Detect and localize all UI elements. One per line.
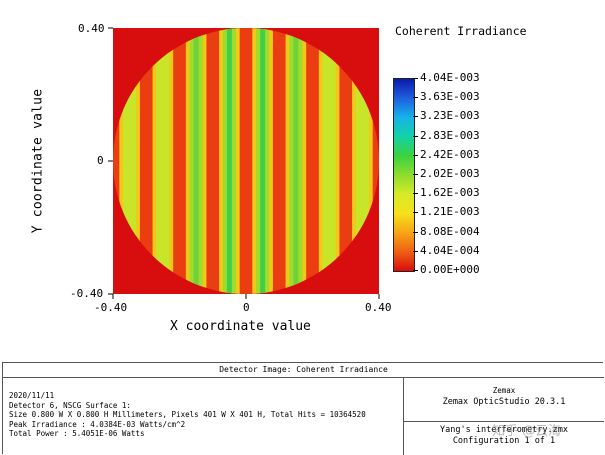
fringe-stripes [119, 28, 373, 294]
y-tick-label-center: 0 [97, 154, 104, 167]
x-tick-label-left: -0.40 [94, 301, 128, 314]
colorbar-tick-label: 0.00E+000 [420, 263, 480, 276]
fringe-band-peak [260, 28, 266, 294]
colorbar-tick-label: 1.62E-003 [420, 186, 480, 200]
y-tick-label-top: 0.40 [78, 22, 105, 35]
fringe-band-peak [193, 28, 199, 294]
fringe-band-peak [226, 28, 232, 294]
colorbar-tick-label: 8.08E-004 [420, 224, 480, 238]
colorbar-tick-label: 1.21E-003 [420, 205, 480, 219]
colorbar-tick [413, 231, 418, 233]
colorbar-tick-label: 3.23E-003 [420, 109, 480, 123]
fringe-band-core [322, 28, 336, 294]
colorbar-tick-label: 2.42E-003 [420, 147, 480, 161]
configuration-label: Configuration 1 of 1 [452, 436, 556, 446]
x-axis-title: X coordinate value [170, 319, 311, 334]
brand-cell: Zemax Zemax OpticStudio 20.3.1 [404, 377, 604, 422]
x-tick-label-right: 0.40 [365, 301, 392, 314]
colorbar-tick [413, 193, 418, 195]
detector-info-panel: Detector Image: Coherent Irradiance 2020… [2, 362, 604, 455]
colorbar [393, 78, 415, 272]
colorbar-tick [413, 250, 418, 252]
software-version: Zemax OpticStudio 20.3.1 [442, 397, 566, 407]
peak-irradiance: Peak Irradiance : 4.0384E-03 Watts/cm^2 [9, 419, 186, 429]
aperture-disk [113, 28, 379, 294]
colorbar-tick-label: 4.04E-003 [420, 71, 480, 84]
info-panel-title: Detector Image: Coherent Irradiance [3, 363, 604, 378]
colorbar-tick [413, 116, 418, 118]
y-tick-label-bottom: -0.40 [70, 287, 104, 300]
watermark: 知乎 @云海 [492, 424, 562, 439]
detector-plot: 0.40 0 -0.40 -0.40 0 0.40 Y coordinate v… [30, 22, 527, 335]
analysis-date: 2020/11/11 [9, 391, 55, 400]
colorbar-tick [413, 154, 418, 156]
fringe-band-peak [293, 28, 299, 294]
info-right-column: Zemax Zemax OpticStudio 20.3.1 Yang's in… [403, 377, 604, 455]
colorbar-tick-label: 3.63E-003 [420, 90, 480, 104]
colorbar-tick-label: 2.83E-003 [420, 128, 480, 142]
colorbar-tick [413, 212, 418, 214]
detector-size: Size 0.800 W X 0.800 H Millimeters, Pixe… [9, 410, 366, 419]
fringe-band-core [156, 28, 170, 294]
colorbar-tick [413, 270, 418, 271]
detector-details: 2020/11/11 Detector 6, NSCG Surface 1: S… [9, 391, 409, 439]
detector-source: Detector 6, NSCG Surface 1: [9, 400, 131, 410]
configuration-cell: Yang's interferometry.zmx Configuration … [404, 421, 604, 455]
total-power: Total Power : 5.4051E-06 Watts [9, 429, 145, 438]
colorbar-tick [413, 135, 418, 137]
colorbar-tick [413, 97, 418, 99]
colorbar-tick-label: 4.04E-004 [420, 243, 480, 257]
y-axis-title: Y coordinate value [30, 88, 46, 234]
brand-name: Zemax [492, 386, 516, 395]
colorbar-tick-label: 2.02E-003 [420, 167, 480, 180]
x-tick-label-center: 0 [243, 301, 250, 314]
colorbar-tick [413, 78, 418, 79]
lens-file-name: Yang's interferometry.zmx [440, 425, 568, 435]
irradiance-heatmap [108, 27, 380, 299]
colorbar-title: Coherent Irradiance [395, 24, 527, 38]
colorbar-tick [413, 174, 418, 175]
